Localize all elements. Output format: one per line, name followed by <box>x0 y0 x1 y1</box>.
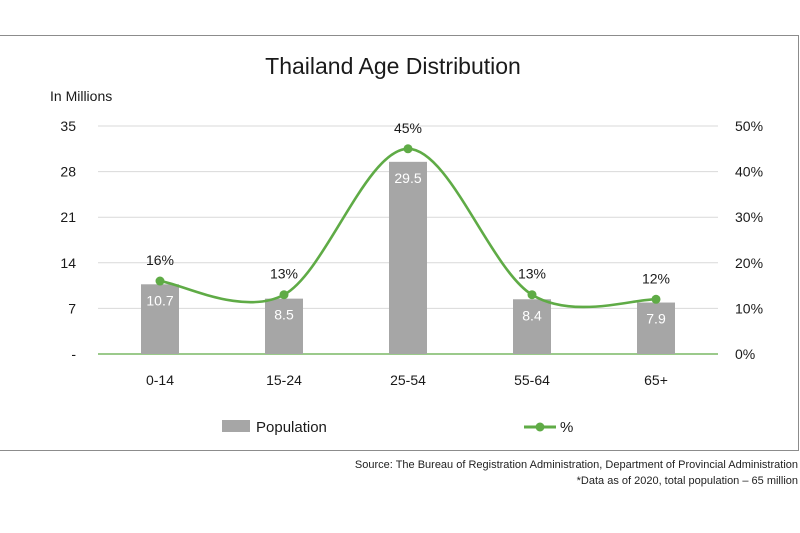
bar-data-label: 10.7 <box>146 292 173 308</box>
left-tick-label: 7 <box>68 300 76 316</box>
legend-percent-label: % <box>560 419 573 436</box>
left-axis-ticks: - 7 14 21 28 35 <box>60 118 76 362</box>
left-tick-label: 21 <box>60 209 76 225</box>
right-tick-label: 0% <box>735 346 755 362</box>
y-axis-unit-label: In Millions <box>50 88 112 104</box>
percent-data-label: 13% <box>270 266 298 282</box>
bar <box>141 284 179 354</box>
percent-point <box>279 290 289 300</box>
right-tick-label: 50% <box>735 118 763 134</box>
right-tick-label: 10% <box>735 300 763 316</box>
percent-data-label: 16% <box>146 252 174 268</box>
line-data-labels: 16% 13% 45% 13% 12% <box>146 120 670 286</box>
left-tick-label: 35 <box>60 118 76 134</box>
chart: Thailand Age Distribution In Millions - 7… <box>50 53 763 436</box>
legend-population-swatch <box>222 420 250 432</box>
chart-title: Thailand Age Distribution <box>265 53 521 79</box>
bar <box>389 161 427 354</box>
line-series <box>155 144 661 309</box>
data-note: *Data as of 2020, total population – 65 … <box>576 475 798 487</box>
left-tick-label: 28 <box>60 164 76 180</box>
percent-data-label: 13% <box>518 266 546 282</box>
percent-data-label: 12% <box>642 270 670 286</box>
bar-series <box>141 161 675 354</box>
x-tick-label: 15-24 <box>266 372 302 388</box>
right-tick-label: 20% <box>735 255 763 271</box>
percent-point <box>403 144 413 154</box>
left-tick-label: 14 <box>60 255 76 271</box>
bar-data-labels: 10.7 8.5 29.5 8.4 7.9 <box>146 170 666 327</box>
legend-percent-marker <box>535 422 545 432</box>
percent-point <box>527 290 537 300</box>
right-axis-ticks: 0% 10% 20% 30% 40% 50% <box>735 118 763 362</box>
bar-data-label: 7.9 <box>646 311 666 327</box>
legend: Population % <box>222 419 573 436</box>
chart-frame <box>0 35 799 451</box>
bar-data-label: 8.4 <box>522 307 542 323</box>
bar-data-label: 29.5 <box>394 170 421 186</box>
legend-population-label: Population <box>256 419 327 436</box>
x-tick-label: 55-64 <box>514 372 550 388</box>
right-tick-label: 40% <box>735 164 763 180</box>
source-note: Source: The Bureau of Registration Admin… <box>354 459 798 471</box>
left-tick-label: - <box>71 346 76 362</box>
x-tick-label: 65+ <box>644 372 668 388</box>
x-tick-label: 0-14 <box>146 372 174 388</box>
x-tick-label: 25-54 <box>390 372 426 388</box>
percent-point <box>155 276 165 286</box>
bar <box>637 302 675 354</box>
percent-data-label: 45% <box>394 120 422 136</box>
right-tick-label: 30% <box>735 209 763 225</box>
bar <box>265 298 303 354</box>
percent-point <box>651 294 661 304</box>
bar-data-label: 8.5 <box>274 307 294 323</box>
x-axis-ticks: 0-14 15-24 25-54 55-64 65+ <box>146 372 668 388</box>
bar <box>513 299 551 354</box>
